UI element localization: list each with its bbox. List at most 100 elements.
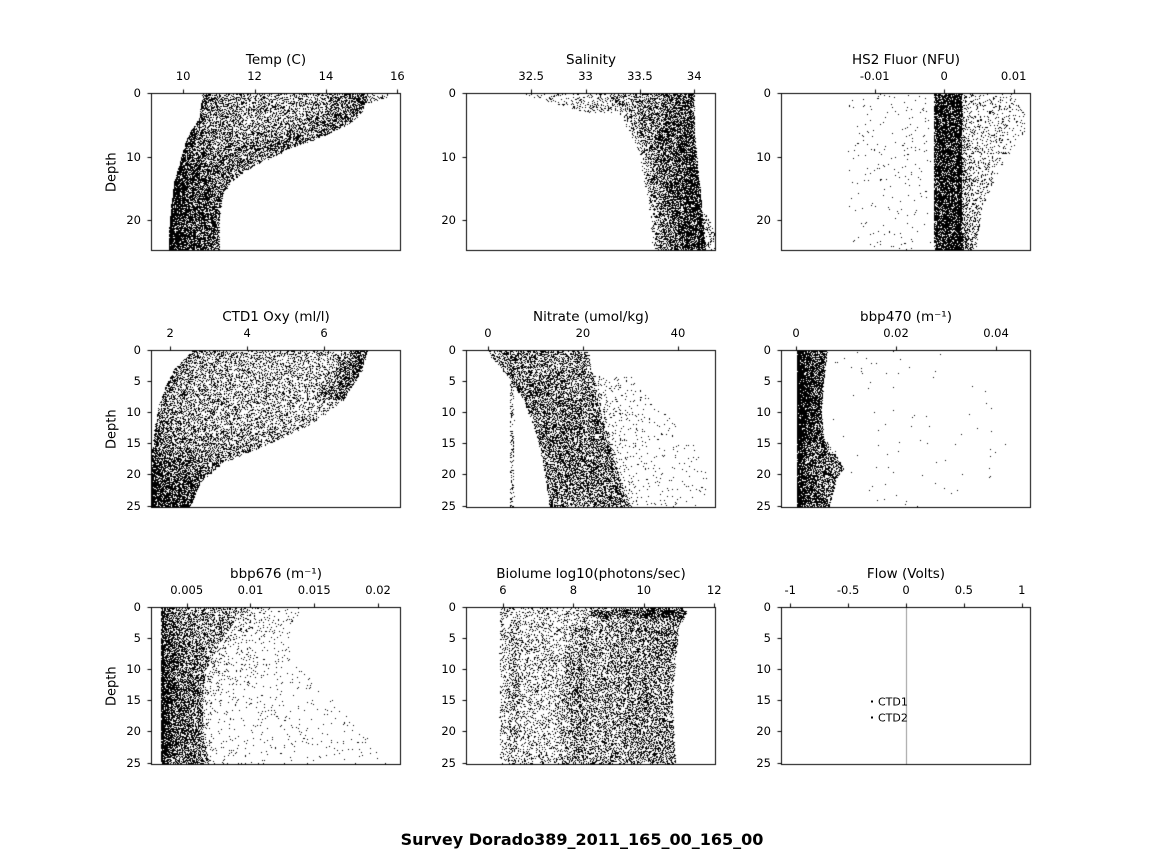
y-tick-label: 0 xyxy=(763,600,771,614)
y-tick-label: 20 xyxy=(441,467,456,482)
x-tick-label: 0.5 xyxy=(954,583,974,597)
y-tick-label: 5 xyxy=(763,631,771,646)
legend-label: CTD1 xyxy=(878,695,908,709)
x-axis-ticks: 0 20 40 xyxy=(466,326,716,342)
x-tick-label: 40 xyxy=(670,326,686,340)
legend-item: CTD2 xyxy=(871,711,908,724)
plot-title: Flow (Volts) xyxy=(866,566,946,582)
subplot-flow: Flow (Volts) -1 -0.5 0 0.5 1 0 5 10 15 20 25 CTD1… xyxy=(756,566,1037,771)
y-axis-label: Depth xyxy=(104,409,120,449)
plot-canvas xyxy=(145,601,407,771)
x-axis-ticks: -0.01 0 0.01 xyxy=(781,69,1031,85)
figure-title: Survey Dorado389_2011_165_00_165_00 xyxy=(400,830,764,849)
x-tick-label: 32.5 xyxy=(518,69,545,83)
x-axis-ticks: 0.005 0.01 0.015 0.02 xyxy=(151,583,401,599)
y-tick-label: 10 xyxy=(756,149,771,164)
x-tick-label: 4 xyxy=(243,326,251,340)
plot-canvas xyxy=(145,87,407,257)
x-axis-ticks: 0 0.02 0.04 xyxy=(781,326,1031,342)
subplot-bbp470: bbp470 (m⁻¹) 0 0.02 0.04 0 5 10 15 20 25 xyxy=(756,309,1037,514)
y-tick-label: 0 xyxy=(448,600,456,614)
y-tick-label: 0 xyxy=(448,86,456,100)
plot-canvas xyxy=(460,601,722,771)
x-axis-ticks: 2 4 6 xyxy=(151,326,401,342)
y-tick-label: 25 xyxy=(756,755,771,770)
x-tick-label: 1 xyxy=(1018,583,1026,597)
y-tick-label: 10 xyxy=(441,662,456,677)
y-tick-label: 5 xyxy=(448,374,456,389)
y-tick-label: 10 xyxy=(441,149,456,164)
x-axis-ticks: 10 12 14 16 xyxy=(151,69,405,85)
x-tick-label: 6 xyxy=(499,583,507,597)
legend-marker-dot xyxy=(871,700,873,703)
x-tick-label: 34 xyxy=(686,69,702,83)
y-tick-label: 20 xyxy=(756,213,771,228)
y-tick-label: 20 xyxy=(756,467,771,482)
legend-label: CTD2 xyxy=(878,711,908,725)
x-tick-label: 14 xyxy=(318,69,334,83)
y-tick-label: 15 xyxy=(441,693,456,708)
y-tick-label: 10 xyxy=(756,405,771,420)
y-tick-label: 20 xyxy=(441,213,456,228)
y-tick-label: 10 xyxy=(756,662,771,677)
y-tick-label: 25 xyxy=(441,755,456,770)
x-tick-label: 12 xyxy=(706,583,722,597)
y-tick-label: 0 xyxy=(448,343,456,357)
y-tick-label: 20 xyxy=(441,724,456,739)
plot-canvas xyxy=(775,344,1037,514)
x-tick-label: 0.02 xyxy=(365,583,391,597)
x-tick-label: 8 xyxy=(569,583,578,597)
plot-title: CTD1 Oxy (ml/l) xyxy=(222,309,330,325)
subplot-hs2-fluor: HS2 Fluor (NFU) -0.01 0 0.01 0 10 20 xyxy=(756,52,1037,257)
subplot-temp: Temp (C) Depth 10 12 14 16 0 10 20 xyxy=(105,52,407,257)
x-tick-label: 10 xyxy=(175,69,191,83)
x-axis-ticks: -1 -0.5 0 0.5 1 xyxy=(781,583,1031,599)
x-tick-label: -0.01 xyxy=(859,69,890,83)
y-tick-label: 0 xyxy=(763,343,771,357)
subplot-biolume: Biolume log10(photons/sec) 6 8 10 12 0 5 10 15… xyxy=(441,566,722,771)
x-tick-label: -0.5 xyxy=(836,583,860,597)
subplot-salinity: Salinity 32.5 33 33.5 34 0 10 20 xyxy=(441,52,722,257)
plot-canvas xyxy=(775,87,1037,257)
x-tick-label: 0.005 xyxy=(170,583,204,597)
x-axis-ticks: 32.5 33 33.5 34 xyxy=(466,69,716,85)
plot-title: HS2 Fluor (NFU) xyxy=(851,52,961,68)
x-tick-label: 6 xyxy=(320,326,328,340)
x-tick-label: 0 xyxy=(902,583,910,597)
y-tick-label: 0 xyxy=(763,86,771,100)
y-tick-label: 20 xyxy=(756,724,771,739)
x-tick-label: 20 xyxy=(575,326,591,340)
y-tick-label: 25 xyxy=(756,498,771,513)
x-tick-label: 16 xyxy=(390,69,405,83)
plot-title: Biolume log10(photons/sec) xyxy=(496,566,686,582)
x-tick-label: 33.5 xyxy=(627,69,653,83)
plot-title: bbp676 (m⁻¹) xyxy=(230,566,322,582)
x-tick-label: -1 xyxy=(784,583,796,597)
x-tick-label: 0.02 xyxy=(883,326,909,340)
plot-canvas xyxy=(775,601,1037,771)
x-tick-label: 0.01 xyxy=(237,583,264,597)
y-tick-label: 5 xyxy=(448,631,456,646)
y-tick-label: 15 xyxy=(441,436,456,451)
y-axis-label: Depth xyxy=(104,152,120,192)
x-tick-label: 0 xyxy=(484,326,492,340)
x-tick-label: 0.01 xyxy=(1000,69,1027,83)
plot-title: Salinity xyxy=(566,52,616,68)
plot-canvas xyxy=(460,344,722,514)
y-axis-label: Depth xyxy=(104,666,120,706)
y-tick-label: 15 xyxy=(756,436,771,451)
x-tick-label: 33 xyxy=(578,69,593,83)
plot-canvas xyxy=(460,87,722,257)
legend-item: CTD1 xyxy=(871,695,908,708)
plot-canvas xyxy=(145,344,407,514)
x-tick-label: 10 xyxy=(636,583,652,597)
legend-marker-dot xyxy=(871,716,873,719)
subplot-nitrate: Nitrate (umol/kg) 0 20 40 0 5 10 15 20 25 xyxy=(441,309,722,514)
y-tick-label: 10 xyxy=(441,405,456,420)
x-tick-label: 0 xyxy=(940,69,948,83)
x-tick-label: 0.04 xyxy=(983,326,1009,340)
plot-title: Temp (C) xyxy=(245,52,307,68)
